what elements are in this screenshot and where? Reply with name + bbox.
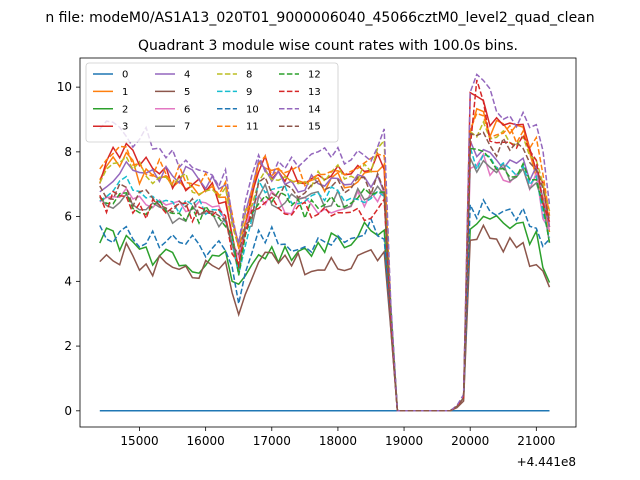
series-line-9 — [99, 146, 551, 412]
legend-label-13: 13 — [308, 87, 321, 98]
legend-label-12: 12 — [308, 70, 321, 81]
legend-label-7: 7 — [184, 122, 190, 133]
x-tick-label: 15000 — [120, 434, 158, 448]
figure-suptitle: n file: modeM0/AS1A13_020T01_9000006040_… — [45, 10, 594, 26]
series-line-7 — [99, 157, 551, 412]
x-tick-label: 16000 — [187, 434, 225, 448]
chart-title: Quadrant 3 module wise count rates with … — [138, 38, 518, 54]
legend-label-8: 8 — [246, 70, 252, 81]
x-axis: 15000 16000 17000 18000 19000 20000 21000 — [120, 427, 555, 448]
legend-label-0: 0 — [122, 70, 128, 81]
legend-label-14: 14 — [308, 104, 321, 115]
series-line-12 — [99, 147, 551, 412]
series-line-15 — [99, 131, 551, 412]
y-tick-label: 6 — [64, 210, 72, 224]
x-tick-label: 17000 — [253, 434, 291, 448]
legend-label-11: 11 — [246, 122, 259, 133]
series-line-14 — [99, 73, 551, 412]
y-tick-label: 10 — [57, 80, 72, 94]
x-tick-label: 19000 — [385, 434, 423, 448]
y-tick-label: 4 — [64, 274, 72, 288]
series-line-1 — [99, 107, 551, 412]
x-tick-label: 18000 — [319, 434, 357, 448]
legend-label-1: 1 — [122, 87, 128, 98]
x-offset-label: +4.441e8 — [517, 455, 576, 469]
series-line-10 — [99, 198, 551, 412]
legend-label-9: 9 — [246, 87, 252, 98]
y-tick-label: 0 — [64, 404, 72, 418]
series-line-8 — [99, 120, 551, 412]
y-tick-label: 8 — [64, 145, 72, 159]
legend-label-3: 3 — [122, 122, 128, 133]
y-axis: 0 2 4 6 8 10 — [57, 80, 80, 418]
x-tick-label: 21000 — [517, 434, 555, 448]
x-tick-label: 20000 — [451, 434, 489, 448]
series-line-4 — [99, 140, 551, 412]
series-line-2 — [99, 214, 551, 412]
plot-lines — [99, 73, 551, 412]
legend-label-5: 5 — [184, 87, 190, 98]
y-tick-label: 2 — [64, 339, 72, 353]
legend-label-6: 6 — [184, 104, 190, 115]
plot-frame — [79, 57, 577, 428]
legend-label-4: 4 — [184, 70, 190, 81]
legend-label-2: 2 — [122, 104, 128, 115]
series-line-5 — [99, 223, 551, 412]
legend-box — [85, 62, 339, 143]
series-line-11 — [99, 112, 551, 412]
series-line-13 — [99, 79, 551, 412]
legend-label-10: 10 — [246, 104, 259, 115]
legend-label-15: 15 — [308, 122, 321, 133]
